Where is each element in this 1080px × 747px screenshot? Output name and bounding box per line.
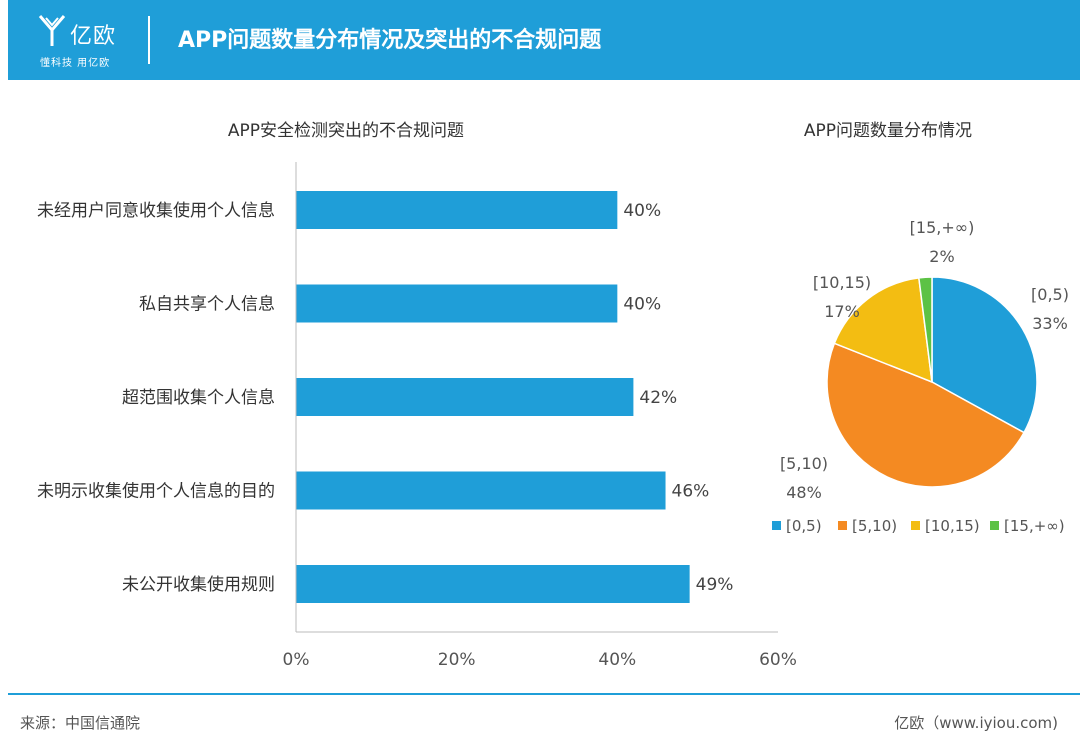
logo-slogan: 懂科技 用亿欧 <box>40 58 111 69</box>
legend-swatch <box>838 521 847 530</box>
legend-swatch <box>990 521 999 530</box>
bar-value-label: 40% <box>623 201 661 221</box>
pie-slice-2 <box>826 342 1026 488</box>
logo-text: 亿欧 <box>70 24 117 49</box>
pie-slice-4 <box>918 276 933 383</box>
pie-chart-title: APP问题数量分布情况 <box>804 121 972 141</box>
legend-label: [10,15) <box>925 517 980 535</box>
footer-divider <box>8 693 1080 695</box>
bar-category-label: 未公开收集使用规则 <box>122 574 275 595</box>
pie-slice-value-label: 33% <box>1032 314 1068 333</box>
bar-value-label: 46% <box>672 482 710 502</box>
x-tick-label: 40% <box>598 650 636 670</box>
x-tick-label: 0% <box>283 650 310 670</box>
header-divider <box>148 16 150 64</box>
legend-swatch <box>772 521 781 530</box>
legend-label: [0,5) <box>786 517 822 535</box>
pie-slice-value-label: 48% <box>786 483 822 502</box>
pie-slice-category-label: [15,+∞) <box>910 218 975 237</box>
bar-1 <box>296 191 618 229</box>
bar-category-label: 私自共享个人信息 <box>139 295 275 315</box>
header-bar: 亿欧 懂科技 用亿欧 APP问题数量分布情况及突出的不合规问题 <box>8 0 1080 80</box>
pie-slice-3 <box>833 276 933 384</box>
bar-5 <box>296 565 690 603</box>
pie-slice-category-label: [5,10) <box>780 454 828 473</box>
pie-slice-value-label: 17% <box>824 302 860 321</box>
footer-source: 来源：中国信通院 <box>20 714 141 732</box>
legend-label: [15,+∞) <box>1004 517 1065 535</box>
pie-slice-1 <box>931 276 1038 434</box>
bar-3 <box>296 378 634 416</box>
pie-slice-category-label: [10,15) <box>813 273 871 292</box>
x-tick-label: 60% <box>759 650 797 670</box>
x-tick-label: 20% <box>438 650 476 670</box>
bar-value-label: 42% <box>639 388 677 408</box>
bar-category-label: 超范围收集个人信息 <box>122 388 275 408</box>
footer-brand: 亿欧（www.iyiou.com) <box>894 714 1058 732</box>
page-title: APP问题数量分布情况及突出的不合规问题 <box>178 28 602 53</box>
bar-category-label: 未明示收集使用个人信息的目的 <box>37 481 275 502</box>
yiou-logo-icon <box>38 15 66 46</box>
bar-2 <box>296 284 618 323</box>
pie-slice-value-label: 2% <box>929 247 954 266</box>
bar-4 <box>296 471 666 510</box>
bar-chart-title: APP安全检测突出的不合规问题 <box>228 121 464 141</box>
bar-value-label: 49% <box>696 575 734 595</box>
pie-slice-category-label: [0,5) <box>1031 285 1069 304</box>
bar-category-label: 未经用户同意收集使用个人信息 <box>37 200 275 221</box>
bar-value-label: 40% <box>623 295 661 315</box>
legend-label: [5,10) <box>852 517 897 535</box>
legend-swatch <box>911 521 920 530</box>
